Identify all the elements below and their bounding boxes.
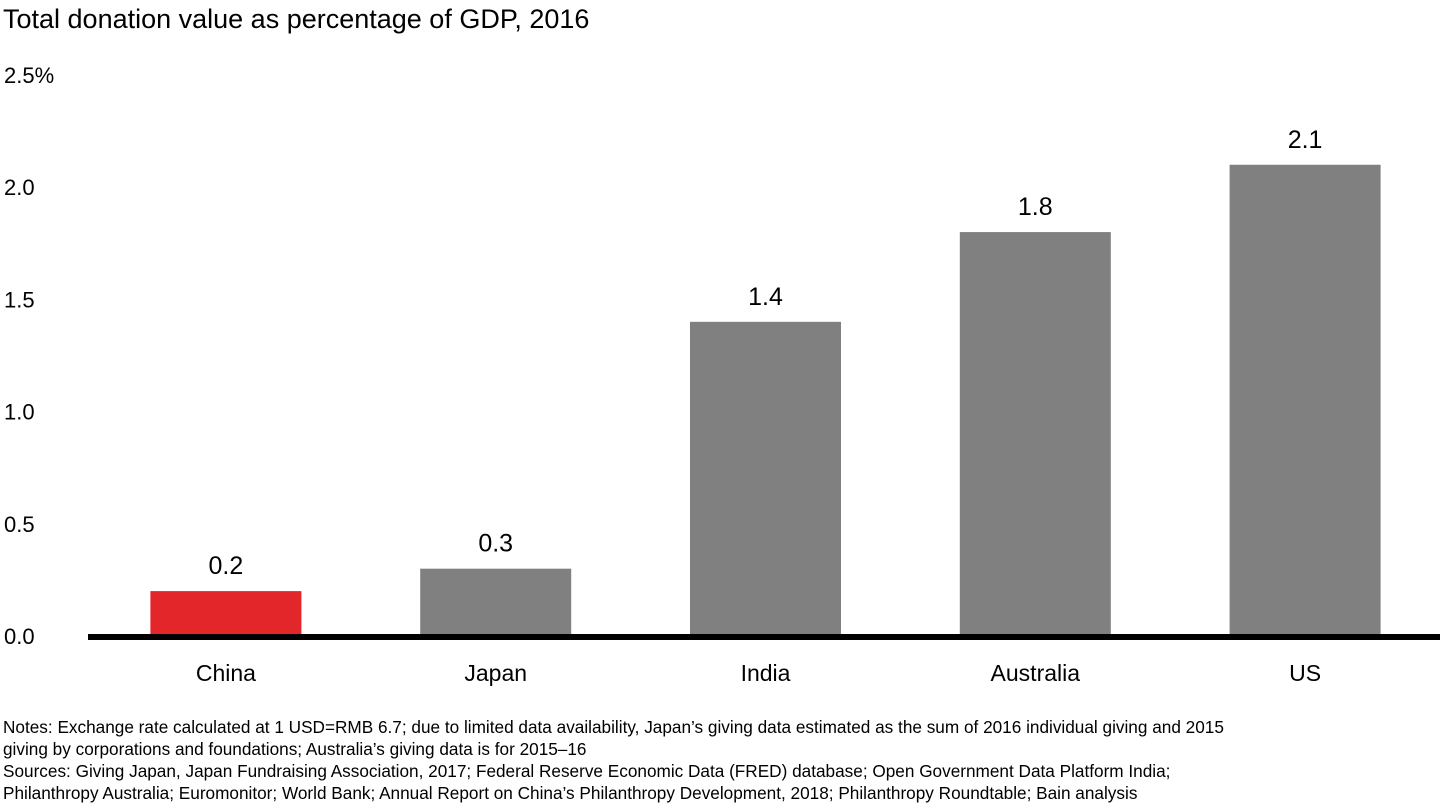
y-tick-label: 1.5 (4, 287, 35, 312)
data-label-japan: 0.3 (478, 530, 513, 558)
sources-line-2: Philanthropy Australia; Euromonitor; Wor… (3, 783, 1138, 803)
data-label-australia: 1.8 (1018, 193, 1053, 221)
category-label-australia: Australia (991, 660, 1081, 686)
bar-us (1229, 164, 1381, 636)
y-axis-ticks: 0.0 0.5 1.0 1.5 2.0 2.5% (4, 63, 54, 649)
category-label-us: US (1289, 660, 1321, 686)
bar-japan (420, 568, 572, 636)
y-tick-label: 1.0 (4, 400, 35, 425)
category-label-china: China (196, 660, 256, 686)
notes-line-1: Notes: Exchange rate calculated at 1 USD… (3, 717, 1224, 737)
bar-chart: 0.0 0.5 1.0 1.5 2.0 2.5% 0.2 0.3 1.4 1.8 2.1 Chin… (4, 63, 1440, 686)
category-label-india: India (741, 660, 791, 686)
bars (150, 164, 1381, 636)
category-label-japan: Japan (464, 660, 527, 686)
bar-australia (959, 232, 1111, 636)
y-tick-label: 0.0 (4, 624, 35, 649)
data-label-china: 0.2 (209, 552, 244, 580)
y-tick-label: 2.0 (4, 175, 35, 200)
footnotes: Notes: Exchange rate calculated at 1 USD… (3, 716, 1439, 804)
chart-title: Total donation value as percentage of GD… (3, 4, 590, 34)
bar-india (690, 321, 841, 636)
sources-line-1: Sources: Giving Japan, Japan Fundraising… (3, 761, 1171, 781)
notes-line-2: giving by corporations and foundations; … (3, 739, 587, 759)
x-axis-categories: China Japan India Australia US (196, 660, 1321, 686)
bar-china (150, 591, 302, 636)
y-tick-label: 0.5 (4, 512, 35, 537)
data-labels: 0.2 0.3 1.4 1.8 2.1 (209, 126, 1323, 580)
data-label-india: 1.4 (748, 283, 783, 311)
data-label-us: 2.1 (1288, 126, 1323, 154)
y-tick-label: 2.5% (4, 63, 54, 88)
